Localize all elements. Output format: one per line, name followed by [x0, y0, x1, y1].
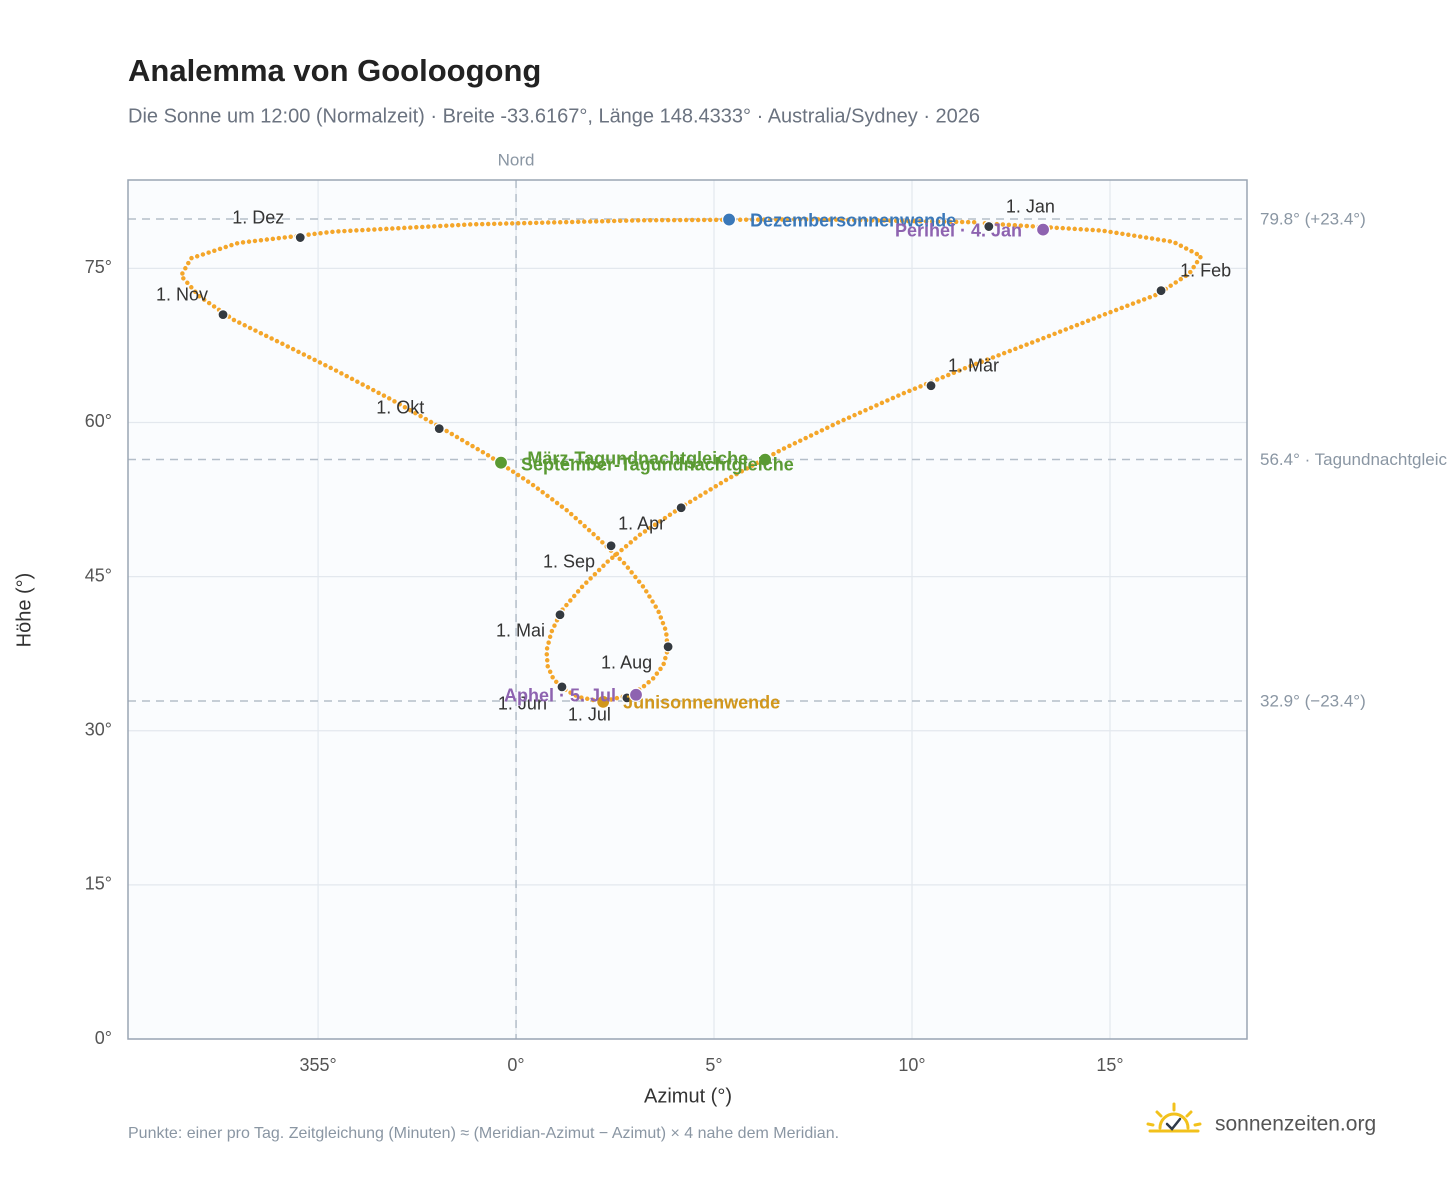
chart-title: Analemma von Gooloogong: [128, 53, 541, 88]
event-marker: [1035, 222, 1051, 237]
month-marker: [1155, 285, 1167, 297]
y-tick-label: 75°: [85, 257, 112, 277]
event-label: September-Tagundnachtgleiche: [521, 454, 794, 474]
logo-icon: [1146, 1102, 1202, 1133]
event-marker: [721, 212, 737, 227]
month-marker: [983, 220, 995, 233]
y-tick-label: 45°: [85, 565, 112, 585]
brand: sonnenzeiten.org: [1215, 1113, 1376, 1136]
month-label: 1. Okt: [376, 397, 424, 417]
plot-area: [128, 180, 1247, 1039]
y-tick-label: 0°: [95, 1028, 112, 1048]
reference-label: 32.9° (−23.4°): [1260, 691, 1366, 710]
month-marker: [217, 309, 229, 321]
month-marker: [433, 423, 445, 435]
month-label: 1. Jan: [1006, 196, 1055, 216]
chart-subtitle: Die Sonne um 12:00 (Normalzeit) · Breite…: [128, 105, 980, 127]
month-label: 1. Nov: [156, 284, 208, 304]
event-label: Aphel · 5. Jul: [504, 686, 616, 706]
month-marker: [925, 380, 937, 392]
month-label: 1. Aug: [601, 653, 652, 673]
plot-border: [127, 179, 1248, 1040]
month-label: 1. Jul: [568, 705, 611, 725]
month-marker: [605, 540, 617, 552]
month-label: 1. Dez: [232, 207, 284, 227]
x-tick-label: 0°: [507, 1055, 524, 1075]
month-marker: [556, 681, 568, 693]
event-label: Dezembersonnenwende: [750, 210, 956, 230]
event-marker: [596, 694, 611, 709]
x-axis-label: Azimut (°): [644, 1085, 732, 1107]
y-tick-label: 30°: [85, 719, 112, 739]
x-tick-label: 5°: [705, 1055, 722, 1075]
x-tick-label: 10°: [898, 1055, 925, 1075]
event-label: März-Tagundnachtgleiche: [527, 448, 748, 468]
reference-label: 79.8° (+23.4°): [1260, 210, 1366, 229]
month-label: 1. Feb: [1180, 260, 1231, 280]
month-label: 1. Mai: [496, 620, 545, 640]
month-label: 1. Jun: [498, 694, 547, 714]
plot-layer: 1. Jan 1. Feb 1. Mär 1. Apr 1. Mai 1. Jun 1. J…: [128, 180, 1247, 1040]
event-label: Perihel · 4. Jan: [895, 220, 1022, 240]
month-marker: [554, 609, 566, 621]
event-marker: [628, 687, 644, 702]
month-label: 1. Mär: [948, 355, 999, 375]
north-label: Nord: [498, 150, 535, 169]
month-marker: [662, 641, 674, 653]
event-marker: [758, 452, 773, 467]
month-marker: [294, 231, 306, 244]
footnote: Punkte: einer pro Tag. Zeitgleichung (Mi…: [128, 1125, 839, 1142]
x-tick-label: 15°: [1096, 1055, 1123, 1075]
y-tick-label: 60°: [85, 411, 112, 431]
month-label: 1. Sep: [543, 552, 595, 572]
reference-label: 56.4° · Tagundnachtgleiche: [1260, 450, 1448, 469]
month-label: 1. Apr: [618, 514, 665, 534]
y-tick-label: 15°: [85, 874, 112, 894]
y-axis-label: Höhe (°): [13, 573, 35, 648]
event-label: Junisonnenwende: [623, 693, 780, 713]
month-marker: [675, 502, 687, 514]
x-tick-label: 355°: [299, 1055, 336, 1075]
event-marker: [493, 455, 509, 470]
